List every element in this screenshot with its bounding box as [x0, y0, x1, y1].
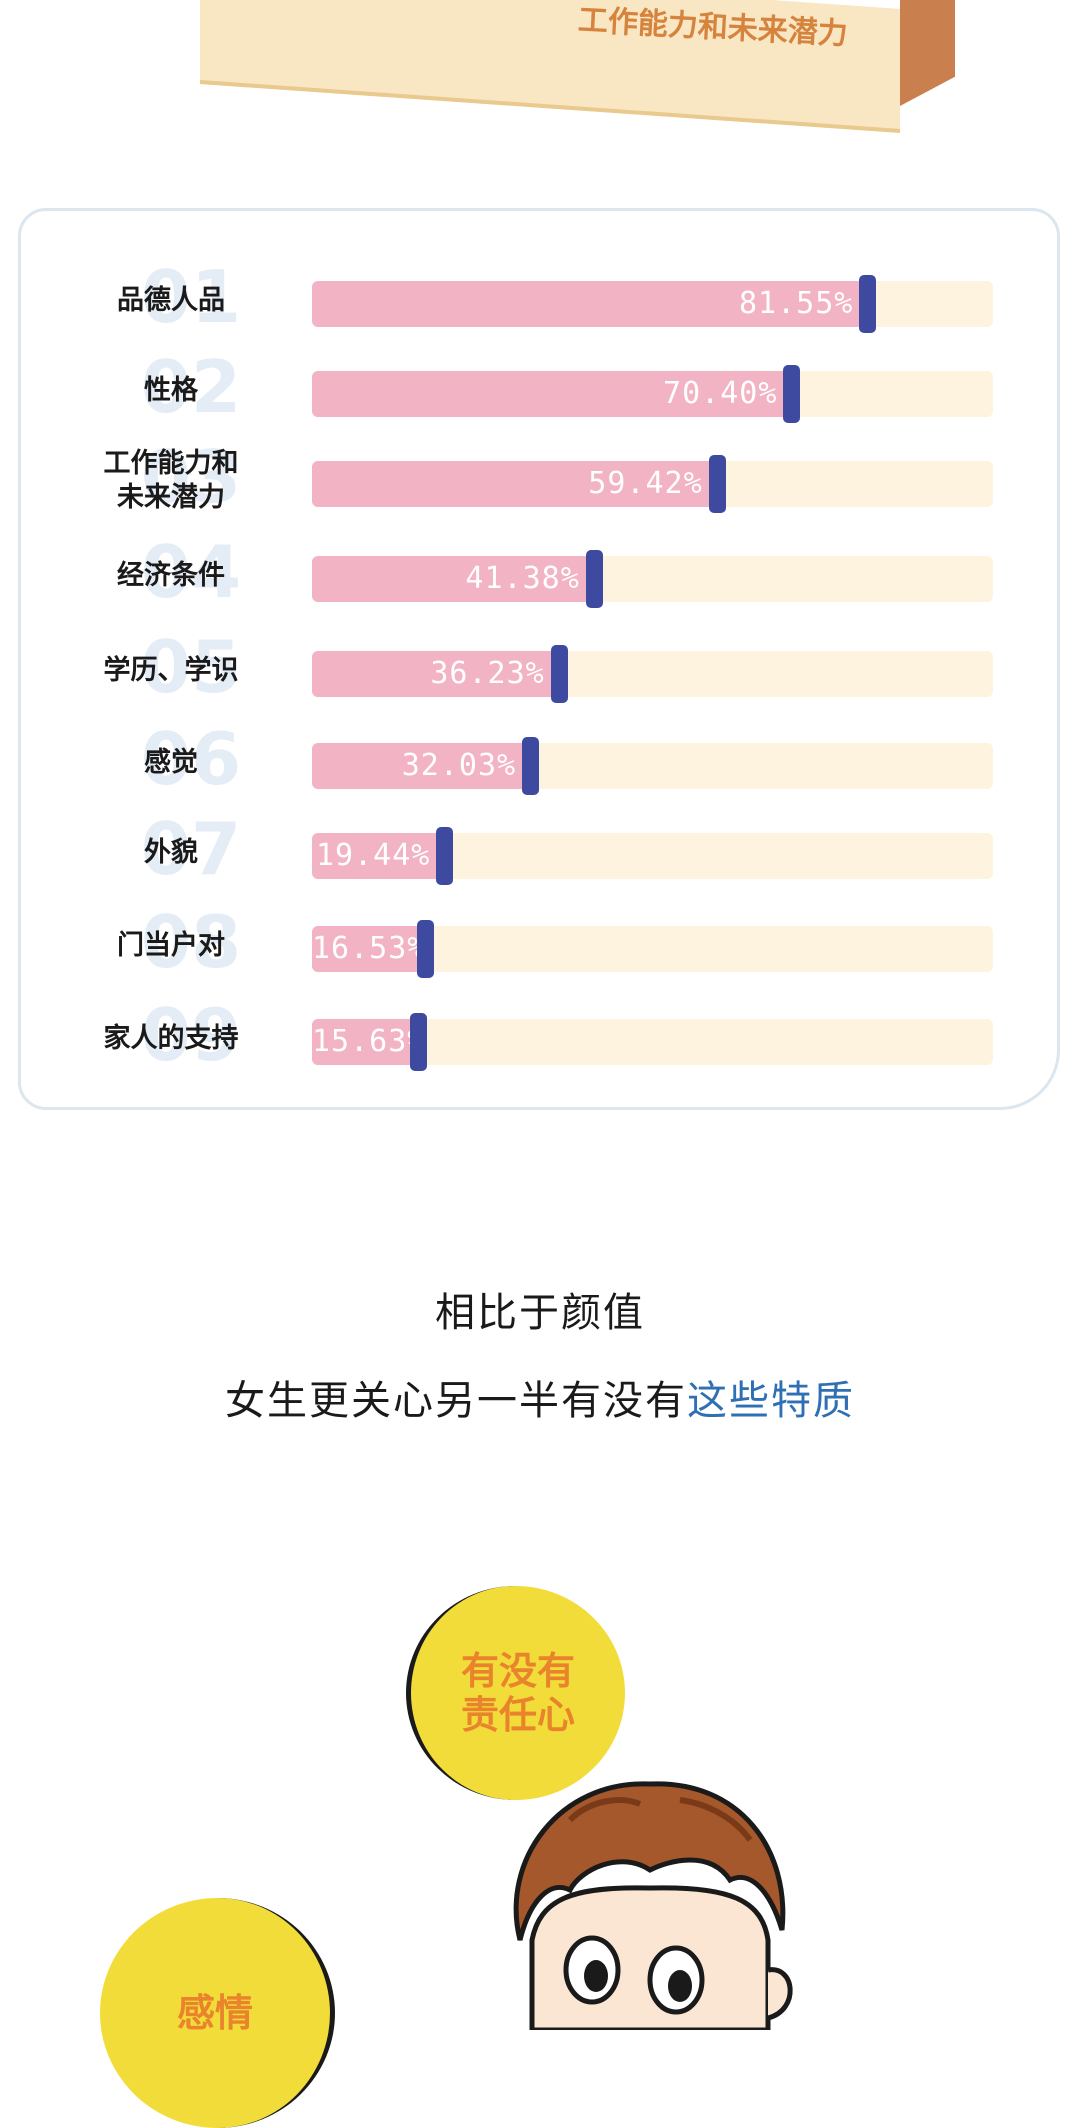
- value-label: 70.40%: [663, 376, 778, 411]
- rank-number: 07: [140, 807, 242, 891]
- chart-row: 03 工作能力和 未来潜力 59.42%: [21, 437, 1063, 517]
- cartoon-person-illustration: [513, 1781, 793, 2030]
- caption-line-1: 相比于颜值: [435, 1290, 645, 1336]
- bar-marker: [416, 920, 434, 978]
- category-label: 学历、学识: [103, 655, 239, 686]
- bar-fill: [312, 926, 425, 972]
- chart-row: 04 经济条件 41.38%: [21, 532, 1063, 612]
- top-banner: 工作能力和未来潜力: [200, 0, 955, 133]
- bar-marker: [436, 827, 454, 885]
- bar-marker: [410, 1013, 428, 1071]
- bar-track: 19.44%: [312, 827, 993, 885]
- bubble-responsibility-text: 有没有 责任心: [460, 1649, 575, 1737]
- value-label: 19.44%: [316, 838, 431, 873]
- bar-marker: [783, 365, 801, 423]
- value-label: 81.55%: [738, 286, 854, 321]
- rank-number: 01: [140, 255, 242, 339]
- bar-track: 32.03%: [312, 737, 993, 795]
- category-label: 家人的支持: [103, 1023, 239, 1054]
- category-label: 性格: [144, 375, 198, 406]
- caption-line-2: 女生更关心另一半有没有这些特质: [0, 1368, 1080, 1426]
- chart-row: 07 外貌 19.44%: [21, 809, 1063, 889]
- chart-row: 01 品德人品 81.55%: [21, 257, 1063, 337]
- rank-number: 05: [140, 625, 242, 709]
- bar-track: 81.55%: [312, 275, 993, 333]
- bar-fill: [312, 556, 594, 602]
- bar-track: 16.53%: [312, 920, 993, 978]
- bar-fill: [312, 743, 531, 789]
- rank-number: 04: [140, 530, 242, 614]
- caption-prefix: 女生更关心另一半有没有: [225, 1378, 687, 1424]
- bar-fill: [312, 651, 559, 697]
- category-label: 外貌: [144, 837, 198, 868]
- value-label: 16.53%: [312, 931, 427, 966]
- bar-track: 70.40%: [312, 365, 993, 423]
- chart-row: 02 性格 70.40%: [21, 347, 1063, 427]
- bar-fill: [312, 833, 445, 879]
- category-label: 经济条件: [117, 560, 225, 591]
- category-label: 工作能力和 未来潜力: [103, 448, 239, 513]
- chart-row: 06 感觉 32.03%: [21, 719, 1063, 799]
- rank-number: 06: [140, 717, 242, 801]
- chart-row: 08 门当户对 16.53%: [21, 902, 1063, 982]
- bar-fill: [312, 461, 717, 507]
- value-label: 32.03%: [401, 748, 517, 783]
- chart-row: 05 学历、学识 36.23%: [21, 627, 1063, 707]
- bar-fill: [312, 371, 792, 417]
- bar-marker: [522, 737, 540, 795]
- bar-track: 15.63%: [312, 1013, 993, 1071]
- bar-track: 59.42%: [312, 455, 993, 513]
- bar-fill: [312, 281, 868, 327]
- category-label: 感觉: [144, 747, 198, 778]
- value-label: 41.38%: [465, 561, 580, 596]
- chart-row: 09 家人的支持 15.63%: [21, 995, 1063, 1075]
- bar-marker: [708, 455, 726, 513]
- category-label: 门当户对: [117, 930, 225, 961]
- bubble-feelings-text: 感情: [176, 1991, 253, 2035]
- value-label: 15.63%: [312, 1024, 427, 1059]
- bar-track: 41.38%: [312, 550, 993, 608]
- bar-fill: [312, 1019, 419, 1065]
- bar-marker: [550, 645, 568, 703]
- rank-number: 02: [140, 345, 242, 429]
- bar-marker: [585, 550, 603, 608]
- bar-marker: [859, 275, 877, 333]
- value-label: 36.23%: [430, 656, 545, 691]
- bubble-feelings: 感情: [100, 1898, 335, 2128]
- chart-card: 01 品德人品 81.55% 02 性格 70.40% 03 工作能力和 未来潜力 59.42% 0…: [18, 208, 1060, 1110]
- caption-highlight: 这些特质: [687, 1378, 855, 1424]
- rank-number: 08: [140, 900, 242, 984]
- category-label: 品德人品: [117, 285, 225, 316]
- value-label: 59.42%: [588, 466, 703, 501]
- bubble-responsibility: 有没有 责任心: [406, 1586, 625, 1800]
- rank-number: 03: [140, 435, 242, 519]
- banner-side: [900, 0, 955, 106]
- hair-shape: [513, 1781, 786, 1941]
- bar-track: 36.23%: [312, 645, 993, 703]
- rank-number: 09: [140, 993, 242, 1077]
